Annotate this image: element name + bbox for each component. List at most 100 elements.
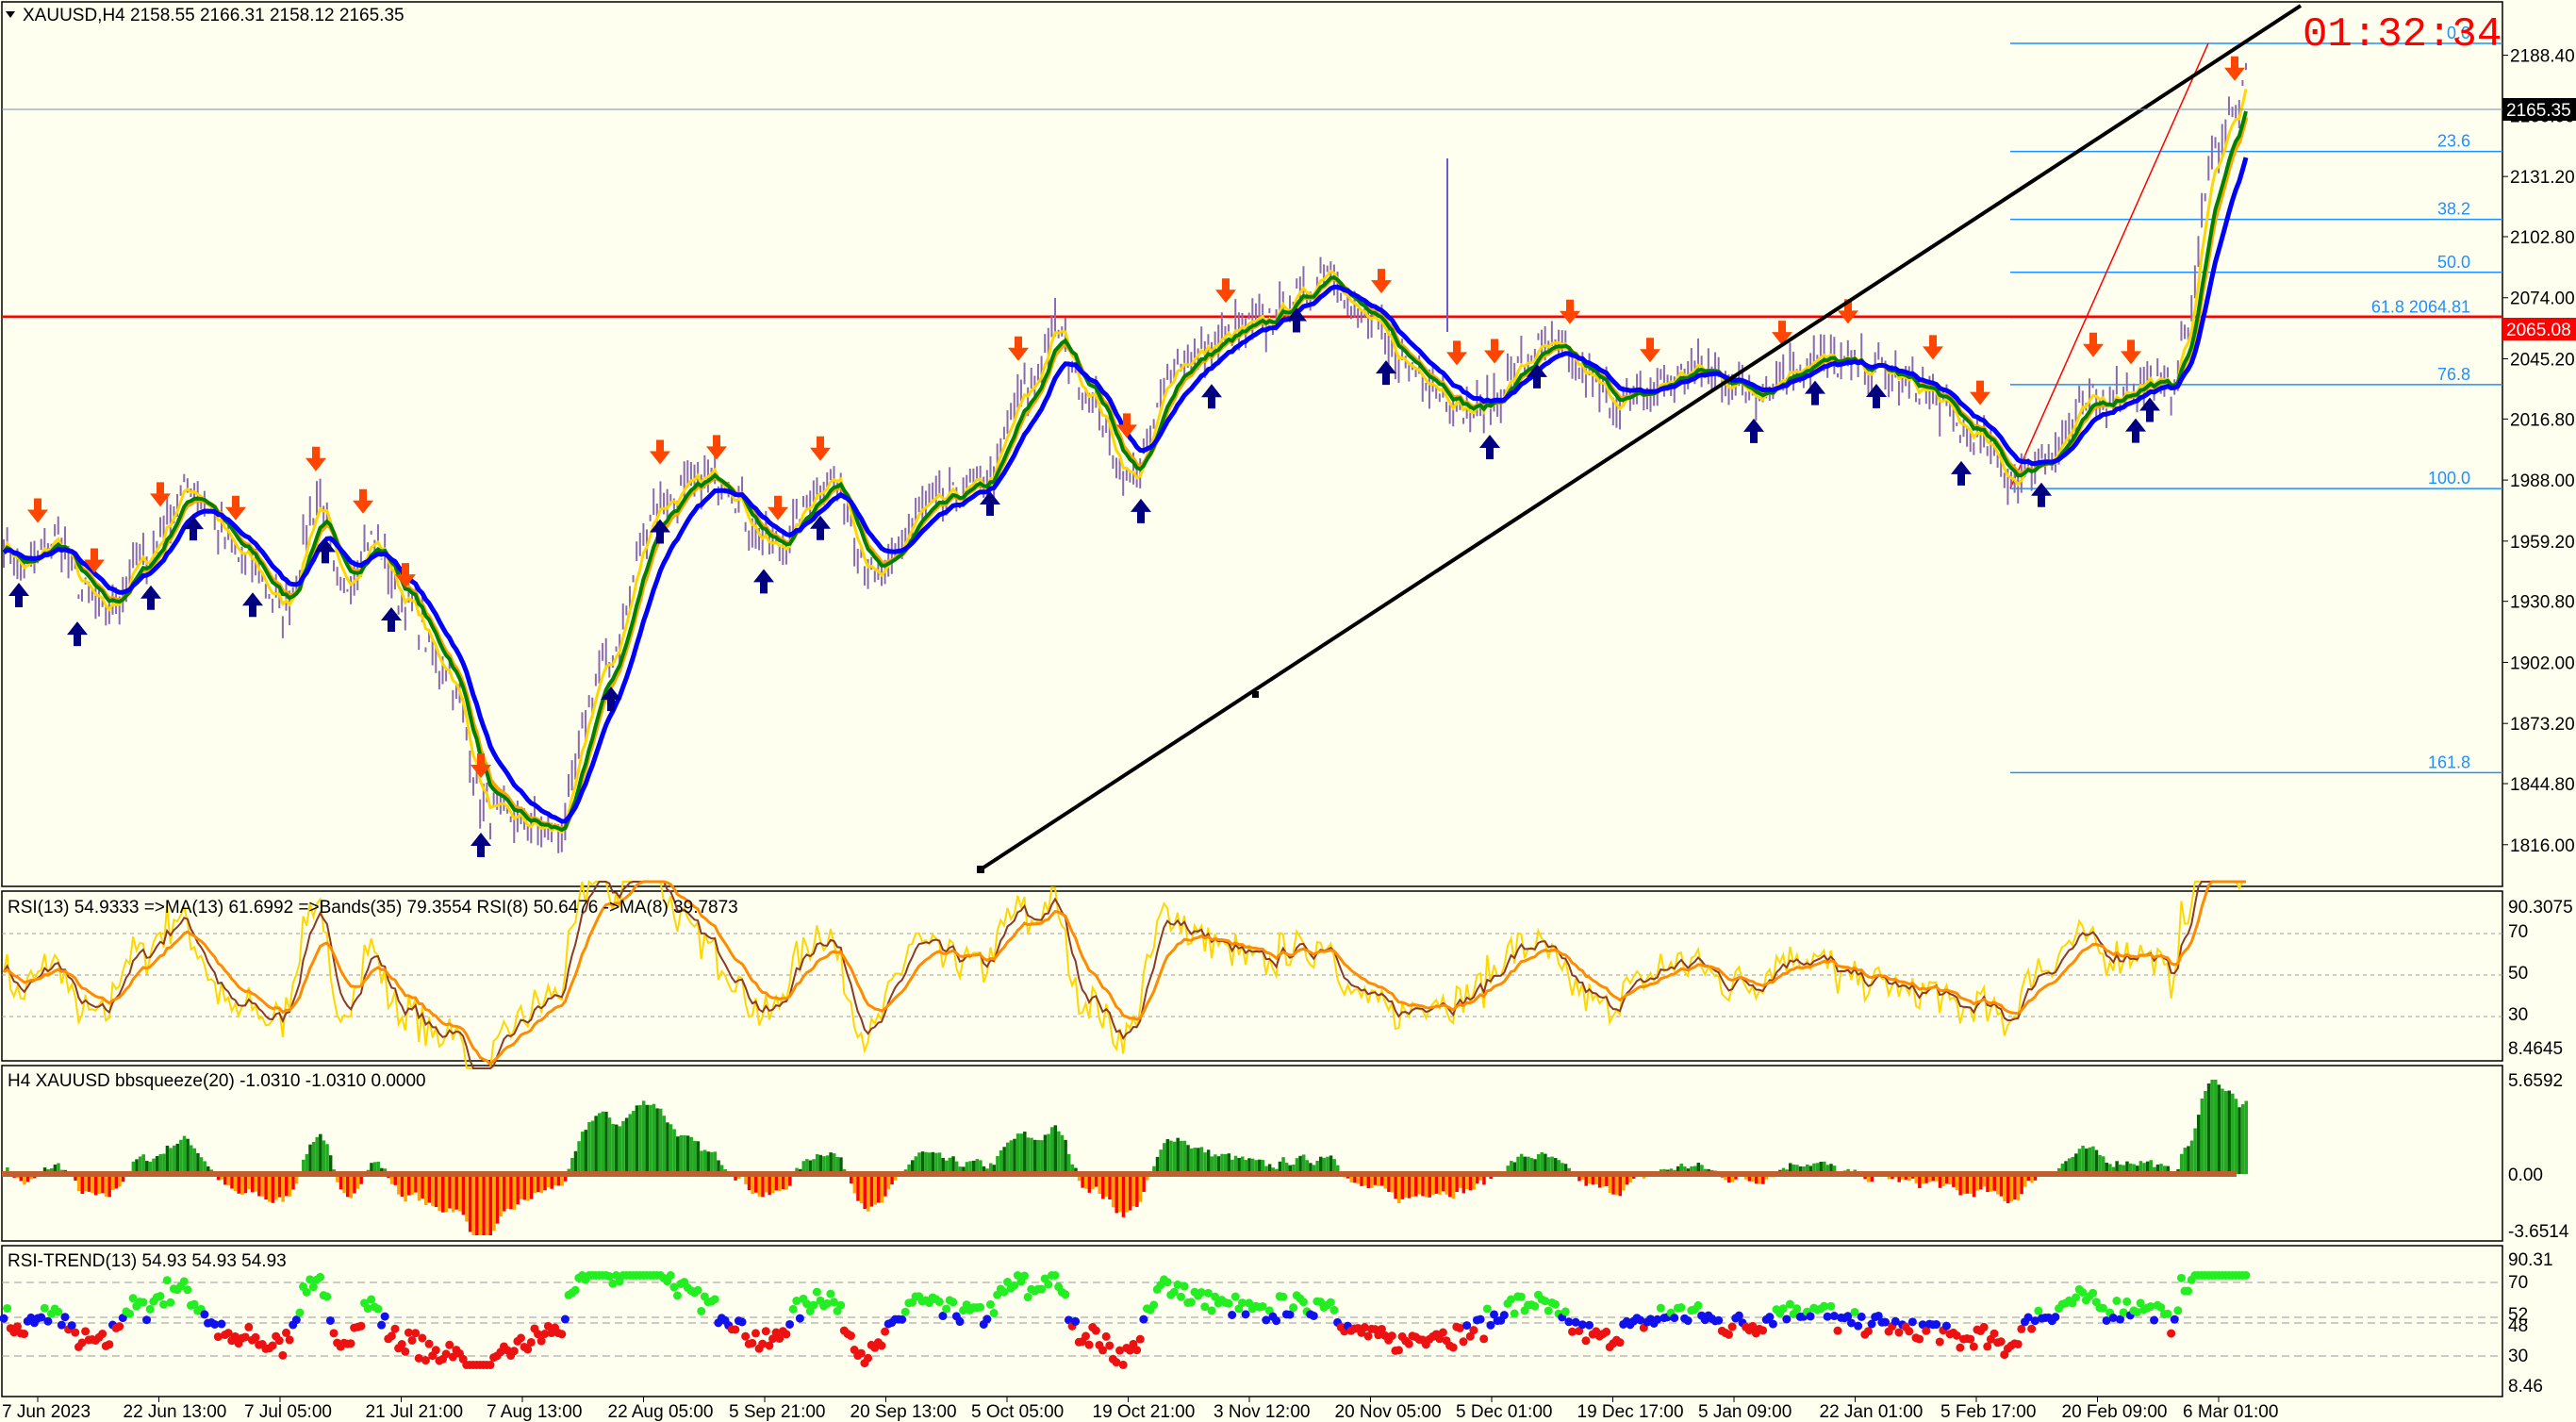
sell-arrow-icon (1640, 338, 1660, 363)
rsi-trend-dot (785, 1319, 795, 1329)
menu-triangle-icon[interactable] (6, 11, 15, 18)
bbsqueeze-bar (652, 1103, 656, 1174)
price-tick-label: 1988.00 (2510, 471, 2575, 491)
bbsqueeze-bar (1601, 1174, 1605, 1187)
trendline-handle[interactable] (977, 866, 984, 873)
rsi-trend-dot (1200, 1302, 1210, 1312)
bbsqueeze-bar (404, 1174, 407, 1202)
time-tick-label: 21 Jul 21:00 (366, 1402, 464, 1422)
bbsqueeze-bar (1563, 1164, 1568, 1174)
bbsqueeze-bar (2189, 1140, 2194, 1174)
bbsqueeze-bar (893, 1174, 898, 1181)
rsi-trend-dot (166, 1298, 175, 1307)
rsi-trend-dot (1272, 1316, 1281, 1326)
bbsqueeze-bar (526, 1174, 530, 1201)
rsi-trend-dot (1676, 1303, 1686, 1313)
price-tick-label: 2102.80 (2510, 228, 2575, 248)
bbsqueeze-bar (2033, 1174, 2038, 1181)
bbsqueeze-bar (594, 1116, 598, 1174)
bbsqueeze-bar (539, 1174, 544, 1194)
bbsqueeze-bar (883, 1174, 887, 1197)
bbsqueeze-bar (662, 1116, 667, 1174)
bbsqueeze-bar (822, 1156, 826, 1174)
price-tick-label: 1930.80 (2510, 593, 2575, 613)
bbsqueeze-bar (1478, 1174, 1483, 1181)
red-level-badge (2502, 318, 2576, 340)
sell-arrow-icon (471, 753, 491, 779)
bbsqueeze-bar (84, 1174, 88, 1192)
rsi-trend-dot (445, 1340, 454, 1349)
rsi-trend-dot (2156, 1302, 2166, 1312)
bbsqueeze-bar (410, 1174, 415, 1195)
bbsqueeze-bar (1023, 1132, 1027, 1174)
bbsqueeze-bar (1468, 1174, 1473, 1191)
bbsqueeze-bar (1070, 1164, 1075, 1174)
bbsqueeze-bar (423, 1174, 428, 1205)
rsi-trend-dot (672, 1291, 682, 1300)
price-tick-label: 2131.20 (2510, 168, 2575, 188)
bbsqueeze-bar (1091, 1174, 1095, 1190)
bbsqueeze-bar (1128, 1174, 1132, 1211)
time-axis[interactable]: 7 Jun 2023 22 Jun 13:00 7 Jul 05:00 21 Jul … (2, 1397, 2278, 1422)
bbsqueeze-bar (1506, 1166, 1510, 1174)
buy-arrow-icon (810, 515, 831, 540)
bbsqueeze-bar (839, 1157, 843, 1174)
bbsqueeze-bar (1724, 1174, 1727, 1181)
bbsqueeze-bar (2159, 1164, 2163, 1174)
bbsqueeze-bar (928, 1152, 932, 1174)
buy-arrow-icon (753, 569, 774, 594)
rsi-trend-dot (526, 1337, 536, 1347)
bbsqueeze-bar (1754, 1174, 1759, 1184)
sell-arrow-icon (2224, 56, 2245, 81)
rsi-trend-dot (782, 1330, 791, 1339)
rsi-trend-dot (2184, 1286, 2193, 1296)
rsi-trend-dot (2170, 1315, 2179, 1324)
bbsqueeze-bar (1206, 1149, 1211, 1174)
rsi-trend-dot (67, 1321, 76, 1331)
trendline[interactable] (979, 4, 2303, 871)
bbsqueeze-bar (1176, 1137, 1180, 1174)
bbsqueeze-bar (1944, 1174, 1949, 1184)
rsi-trend-dot (1173, 1280, 1182, 1289)
bbsqueeze-bar (438, 1174, 441, 1212)
bbsqueeze-bar (468, 1174, 472, 1232)
bbsqueeze-bar (1261, 1160, 1265, 1174)
rsi-trend-dot (1846, 1318, 1856, 1328)
buy-arrow-icon (1951, 460, 1972, 486)
bbsqueeze-bar (199, 1157, 204, 1174)
bbsqueeze-bar (1379, 1174, 1384, 1186)
bbsqueeze-bar (451, 1174, 455, 1213)
bbsqueeze-bar (458, 1174, 462, 1212)
current-price-label: 2165.35 (2506, 101, 2571, 121)
bbsqueeze-bar (1441, 1174, 1445, 1192)
bbsqueeze-bar (172, 1145, 176, 1174)
bbsqueeze-bar (414, 1174, 418, 1193)
bbsqueeze-bar (1958, 1174, 1962, 1196)
price-axis[interactable]: 2188.402160.002131.202102.802074.002045.… (2502, 47, 2575, 856)
rsi-trend-dot (1479, 1334, 1489, 1344)
sell-arrow-icon (225, 495, 246, 521)
rsi-trend-dot (1091, 1326, 1100, 1335)
bbsqueeze-bar (240, 1174, 244, 1196)
rsi-trend-tick-label: 90.31 (2508, 1250, 2553, 1270)
fibonacci-retracement[interactable]: 0.0 23.6 38.2 50.0 61.8 2064.81 76.8 100.0 161.… (2009, 24, 2502, 774)
bbsqueeze-bar (233, 1174, 238, 1192)
bbsqueeze-bar (1577, 1174, 1581, 1182)
bbsqueeze-bar (1618, 1174, 1623, 1197)
rsi-trend-dot (251, 1332, 260, 1342)
bbsqueeze-bar (1254, 1160, 1258, 1174)
bbsqueeze-bar (685, 1135, 690, 1174)
trendline-mid-handle[interactable] (1252, 691, 1259, 698)
bbsqueeze-bar (1808, 1166, 1813, 1174)
bbsqueeze-bar (2009, 1174, 2014, 1202)
bbsqueeze-bar (1390, 1174, 1395, 1193)
bbsqueeze-bar (2153, 1166, 2156, 1174)
rsi-trend-dot (20, 1330, 29, 1339)
bbsqueeze-bar (553, 1174, 557, 1186)
price-tick-label: 1902.00 (2510, 653, 2575, 673)
rsi-trend-dot (1829, 1312, 1839, 1321)
bbsqueeze-bar (1353, 1174, 1357, 1183)
bbsqueeze-bar (1131, 1174, 1136, 1207)
